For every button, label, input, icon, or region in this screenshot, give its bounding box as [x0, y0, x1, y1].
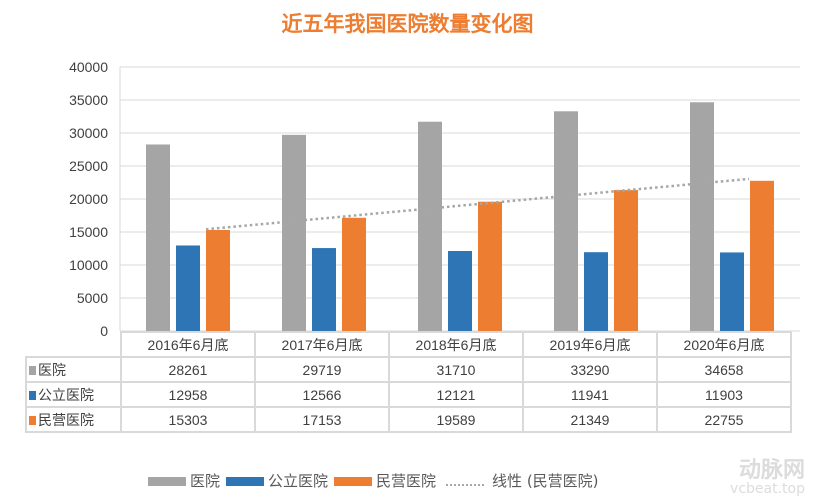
table-cell: 17153 [254, 406, 390, 433]
legend-item: 民营医院 [334, 470, 436, 491]
y-tick-label: 35000 [69, 92, 108, 108]
y-tick-label: 30000 [69, 125, 108, 141]
category-label: 2019年6月底 [522, 331, 658, 358]
bar-医院 [146, 144, 170, 331]
legend-item: 公立医院 [226, 470, 328, 491]
bar-医院 [554, 111, 578, 331]
series-swatch [29, 365, 36, 375]
table-cell: 12566 [254, 381, 390, 408]
table-cell: 34658 [656, 356, 792, 383]
category-label: 2020年6月底 [656, 331, 792, 358]
chart-title: 近五年我国医院数量变化图 [281, 11, 534, 36]
bar-民营医院 [206, 230, 230, 331]
table-cell: 12958 [120, 381, 256, 408]
category-label: 2017年6月底 [254, 331, 390, 358]
table-cell: 15303 [120, 406, 256, 433]
series-label: 公立医院 [25, 381, 122, 408]
table-cell: 11903 [656, 381, 792, 408]
y-tick-label: 20000 [69, 191, 108, 207]
data-table: 2016年6月底 2017年6月底 2018年6月底 2019年6月底 2020… [25, 331, 792, 433]
y-tick-label: 25000 [69, 158, 108, 174]
bar-民营医院 [614, 190, 638, 331]
bar-医院 [282, 134, 306, 331]
bar-民营医院 [342, 217, 366, 331]
series-swatch [29, 390, 36, 400]
bar-公立医院 [448, 251, 472, 331]
series-label: 医院 [25, 356, 122, 383]
y-tick-label: 5000 [77, 290, 108, 306]
table-cell: 11941 [522, 381, 658, 408]
bar-医院 [418, 121, 442, 332]
y-tick-label: 15000 [69, 224, 108, 240]
legend-swatch [226, 477, 265, 486]
legend-trendline-swatch [446, 484, 485, 486]
bar-民营医院 [750, 180, 774, 331]
bar-公立医院 [176, 245, 200, 331]
series-label: 民营医院 [25, 406, 122, 433]
legend-item: 线性 (民营医院) [442, 470, 599, 491]
table-header-row: 2016年6月底 2017年6月底 2018年6月底 2019年6月底 2020… [26, 331, 792, 358]
table-row: 民营医院 15303 17153 19589 21349 22755 [25, 406, 792, 433]
table-cell: 21349 [522, 406, 658, 433]
table-cell: 28261 [120, 356, 256, 383]
legend: 医院 公立医院 民营医院 线性 (民营医院) [148, 470, 599, 491]
y-tick-label: 0 [100, 323, 108, 339]
y-tick-label: 40000 [69, 59, 108, 75]
y-tick-label: 10000 [69, 257, 108, 273]
category-label: 2016年6月底 [120, 331, 256, 358]
legend-swatch [148, 477, 186, 486]
bar-公立医院 [720, 252, 744, 331]
bar-公立医院 [584, 252, 608, 331]
bar-医院 [690, 102, 714, 331]
category-label: 2018年6月底 [388, 331, 524, 358]
table-cell: 29719 [254, 356, 390, 383]
legend-item: 医院 [148, 470, 220, 491]
table-cell: 33290 [522, 356, 658, 383]
bar-民营医院 [478, 201, 502, 331]
table-row: 公立医院 12958 12566 12121 11941 11903 [25, 381, 792, 408]
table-cell: 22755 [656, 406, 792, 433]
watermark-logo: 动脉网 vcbeat.top [730, 458, 805, 498]
table-cell: 31710 [388, 356, 524, 383]
legend-swatch [334, 477, 373, 486]
table-row: 医院 28261 29719 31710 33290 34658 [25, 356, 792, 383]
table-cell: 19589 [388, 406, 524, 433]
table-cell: 12121 [388, 381, 524, 408]
series-swatch [29, 415, 36, 425]
bar-公立医院 [312, 248, 336, 331]
